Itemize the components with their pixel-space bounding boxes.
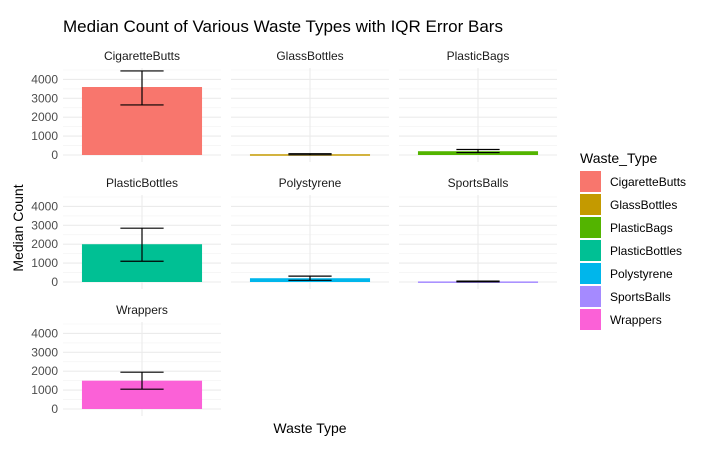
facet-panel-glassbottles: GlassBottles <box>231 49 389 162</box>
facet-panel-plasticbags: PlasticBags <box>399 49 557 162</box>
legend: Waste_Type CigaretteButts GlassBottles Pla… <box>580 150 686 330</box>
facet-label-polystyrene: Polystyrene <box>279 176 342 190</box>
y-tick-label: 0 <box>51 402 58 416</box>
legend-label-glassbottles: GlassBottles <box>610 198 677 212</box>
legend-key-wrappers <box>580 309 601 330</box>
y-tick-label: 4000 <box>31 326 58 340</box>
y-axis-title: Median Count <box>10 184 26 271</box>
legend-key-cigarettebutts <box>580 171 601 192</box>
legend-label-cigarettebutts: CigaretteButts <box>610 175 686 189</box>
y-tick-label: 3000 <box>31 345 58 359</box>
y-tick-label: 3000 <box>31 91 58 105</box>
facet-panel-polystyrene: Polystyrene <box>231 176 389 289</box>
legend-key-plasticbags <box>580 217 601 238</box>
y-tick-label: 3000 <box>31 218 58 232</box>
y-tick-label: 2000 <box>31 110 58 124</box>
y-tick-label: 2000 <box>31 364 58 378</box>
facet-label-glassbottles: GlassBottles <box>276 49 343 63</box>
legend-label-sportsballs: SportsBalls <box>610 290 671 304</box>
facet-panel-sportsballs: SportsBalls <box>399 176 557 289</box>
facet-panel-cigarettebutts: CigaretteButts 0 1000 2000 3000 4000 <box>31 49 221 162</box>
facet-label-wrappers: Wrappers <box>116 303 168 317</box>
y-tick-label: 2000 <box>31 237 58 251</box>
y-tick-label: 1000 <box>31 383 58 397</box>
legend-key-plasticbottles <box>580 240 601 261</box>
facet-panel-plasticbottles: PlasticBottles 0 1000 2000 3000 4000 <box>31 176 221 289</box>
legend-label-plasticbags: PlasticBags <box>610 221 673 235</box>
chart-title: Median Count of Various Waste Types with… <box>63 17 503 36</box>
facet-label-plasticbags: PlasticBags <box>447 49 510 63</box>
facet-panels: CigaretteButts 0 1000 2000 3000 4000 GlassBott… <box>31 49 557 416</box>
legend-label-polystyrene: Polystyrene <box>610 267 673 281</box>
facet-label-cigarettebutts: CigaretteButts <box>104 49 180 63</box>
facet-panel-wrappers: Wrappers 0 1000 2000 3000 4000 <box>31 303 221 416</box>
legend-key-glassbottles <box>580 194 601 215</box>
x-axis-title: Waste Type <box>273 420 346 436</box>
y-tick-label: 0 <box>51 275 58 289</box>
legend-label-wrappers: Wrappers <box>610 313 662 327</box>
legend-title: Waste_Type <box>580 150 658 166</box>
y-tick-label: 4000 <box>31 199 58 213</box>
facet-label-sportsballs: SportsBalls <box>448 176 509 190</box>
y-tick-label: 4000 <box>31 72 58 86</box>
legend-label-plasticbottles: PlasticBottles <box>610 244 682 258</box>
legend-key-sportsballs <box>580 286 601 307</box>
y-tick-label: 1000 <box>31 129 58 143</box>
legend-items: CigaretteButts GlassBottles PlasticBags Pla… <box>580 171 686 330</box>
y-tick-label: 0 <box>51 148 58 162</box>
facet-label-plasticbottles: PlasticBottles <box>106 176 178 190</box>
legend-key-polystyrene <box>580 263 601 284</box>
y-tick-label: 1000 <box>31 256 58 270</box>
